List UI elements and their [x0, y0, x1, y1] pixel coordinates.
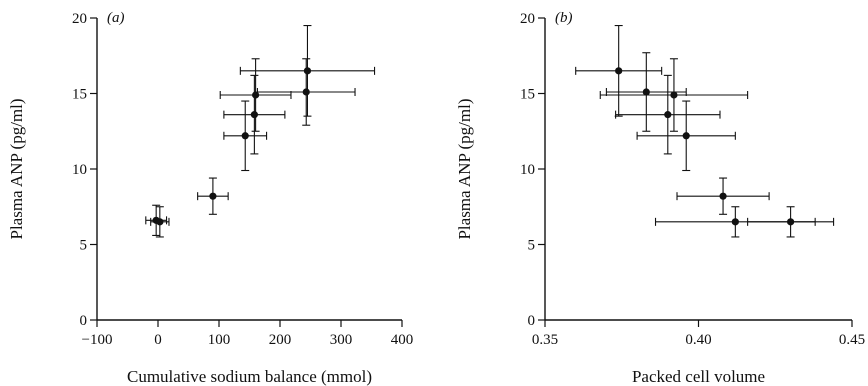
data-point [302, 88, 310, 96]
x-tick-label: 100 [208, 332, 231, 348]
x-axis-label: Packed cell volume [632, 367, 765, 386]
y-tick-label: 20 [72, 11, 87, 27]
x-tick-label: 300 [330, 332, 353, 348]
panel-label: (b) [555, 10, 573, 26]
y-axis-label: Plasma ANP (pg/ml) [7, 98, 26, 239]
x-tick-label: 0.45 [839, 332, 865, 348]
data-point [719, 192, 727, 200]
y-tick-label: 15 [520, 87, 535, 103]
data-point [615, 67, 623, 75]
y-axis-label: Plasma ANP (pg/ml) [455, 98, 474, 239]
data-point [682, 132, 690, 140]
panel-b: 0 5 10 15 20 0.35 0.40 0.45 Plasma ANP (pg/ml) Pa… [455, 10, 865, 386]
y-tick-label: 10 [72, 162, 87, 178]
data-point [664, 111, 672, 119]
panel-label: (a) [107, 10, 125, 26]
data-point [670, 91, 678, 99]
y-tick-label: 0 [80, 313, 88, 329]
data-point [303, 67, 312, 75]
x-tick-label: 0 [154, 332, 162, 348]
y-tick-label: 0 [528, 313, 536, 329]
data-point [731, 218, 739, 226]
y-tick-label: 20 [520, 11, 535, 27]
y-tick-label: 5 [528, 238, 536, 254]
y-tick-label: 5 [80, 238, 88, 254]
x-tick-label: 0.35 [532, 332, 558, 348]
data-point [250, 111, 258, 119]
x-tick-label: 400 [391, 332, 414, 348]
y-tick-label: 10 [520, 162, 535, 178]
x-axis-label: Cumulative sodium balance (mmol) [127, 367, 372, 386]
data-point [156, 218, 164, 226]
data-point [787, 218, 795, 226]
data-point [209, 192, 217, 200]
x-tick-label: 0.40 [685, 332, 711, 348]
data-point [642, 88, 650, 96]
panel-a: 0 5 10 15 20 −100 0 100 200 300 400 Plasma ANP (pg/… [7, 10, 413, 386]
data-point [241, 132, 249, 140]
x-tick-label: 200 [269, 332, 292, 348]
y-tick-label: 15 [72, 87, 87, 103]
x-tick-label: −100 [82, 332, 113, 348]
